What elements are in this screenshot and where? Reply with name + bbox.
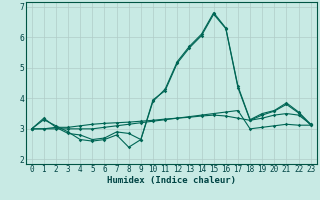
X-axis label: Humidex (Indice chaleur): Humidex (Indice chaleur) [107,176,236,185]
